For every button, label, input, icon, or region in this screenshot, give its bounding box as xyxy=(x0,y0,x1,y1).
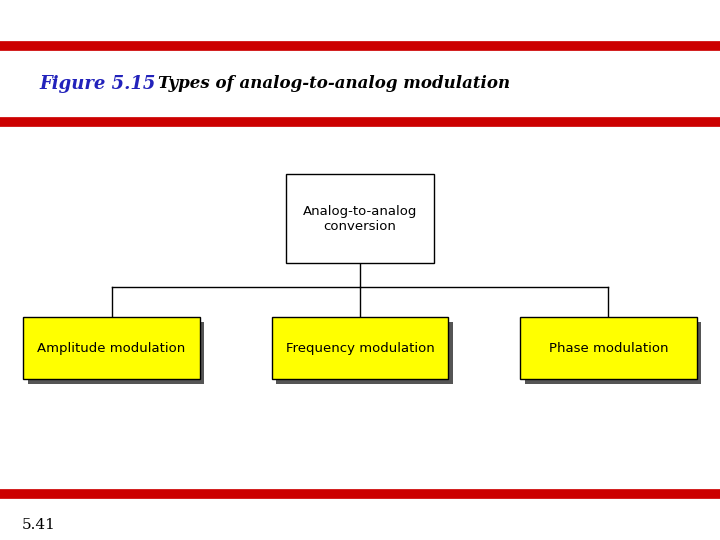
Text: Amplitude modulation: Amplitude modulation xyxy=(37,342,186,355)
Text: Frequency modulation: Frequency modulation xyxy=(286,342,434,355)
FancyBboxPatch shape xyxy=(272,317,448,379)
Text: Phase modulation: Phase modulation xyxy=(549,342,668,355)
Text: Types of analog-to-analog modulation: Types of analog-to-analog modulation xyxy=(158,75,510,92)
Text: Figure 5.15: Figure 5.15 xyxy=(40,75,156,93)
FancyBboxPatch shape xyxy=(520,317,696,379)
Text: 5.41: 5.41 xyxy=(22,518,55,532)
FancyBboxPatch shape xyxy=(276,322,453,383)
FancyBboxPatch shape xyxy=(27,322,204,383)
Text: Analog-to-analog
conversion: Analog-to-analog conversion xyxy=(303,205,417,233)
FancyBboxPatch shape xyxy=(23,317,199,379)
FancyBboxPatch shape xyxy=(524,322,701,383)
FancyBboxPatch shape xyxy=(287,174,433,263)
